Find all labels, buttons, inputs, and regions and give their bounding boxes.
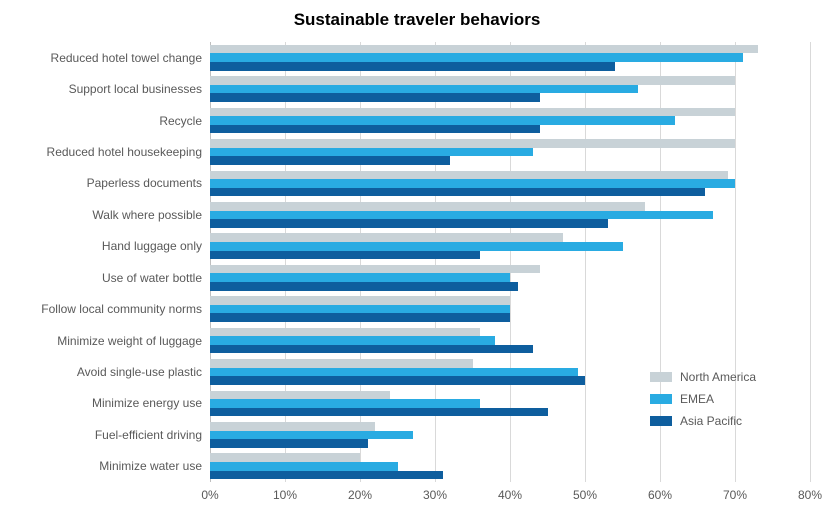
bar-na <box>210 108 735 117</box>
bar-ap <box>210 376 585 385</box>
category-label: Support local businesses <box>69 82 210 96</box>
x-tick-label: 30% <box>423 488 447 502</box>
bar-ap <box>210 156 450 165</box>
bar-emea <box>210 211 713 220</box>
bar-na <box>210 453 360 462</box>
bar-emea <box>210 242 623 251</box>
bar-na <box>210 45 758 54</box>
bar-emea <box>210 399 480 408</box>
bar-na <box>210 233 563 242</box>
category-label: Minimize energy use <box>92 396 210 410</box>
bar-na <box>210 171 728 180</box>
bar-na <box>210 391 390 400</box>
legend-item-na: North America <box>650 370 820 384</box>
legend-swatch <box>650 416 672 426</box>
bar-emea <box>210 85 638 94</box>
category-label: Reduced hotel towel change <box>51 51 210 65</box>
bar-ap <box>210 345 533 354</box>
category-label: Recycle <box>159 114 210 128</box>
category-group: Walk where possible <box>210 202 810 228</box>
bar-emea <box>210 273 510 282</box>
bar-emea <box>210 116 675 125</box>
bar-ap <box>210 188 705 197</box>
category-group: Recycle <box>210 108 810 134</box>
bar-na <box>210 76 735 85</box>
category-label: Follow local community norms <box>41 302 210 316</box>
category-label: Use of water bottle <box>102 271 210 285</box>
bar-emea <box>210 336 495 345</box>
bar-ap <box>210 471 443 480</box>
legend-item-ap: Asia Pacific <box>650 414 820 428</box>
category-label: Hand luggage only <box>102 239 210 253</box>
x-tick-label: 0% <box>201 488 218 502</box>
legend-label: Asia Pacific <box>680 414 742 428</box>
legend-label: EMEA <box>680 392 714 406</box>
bar-ap <box>210 313 510 322</box>
x-tick-label: 50% <box>573 488 597 502</box>
bar-emea <box>210 462 398 471</box>
bar-emea <box>210 431 413 440</box>
category-group: Minimize weight of luggage <box>210 328 810 354</box>
bar-ap <box>210 439 368 448</box>
bar-na <box>210 422 375 431</box>
bar-ap <box>210 282 518 291</box>
category-group: Reduced hotel housekeeping <box>210 139 810 165</box>
category-group: Reduced hotel towel change <box>210 45 810 71</box>
bar-emea <box>210 179 735 188</box>
category-group: Use of water bottle <box>210 265 810 291</box>
chart-container: Sustainable traveler behaviors 0% 10% 20% 3… <box>0 0 834 520</box>
bar-na <box>210 202 645 211</box>
bar-emea <box>210 368 578 377</box>
chart-title: Sustainable traveler behaviors <box>0 10 834 30</box>
bar-na <box>210 296 510 305</box>
bar-emea <box>210 53 743 62</box>
bar-ap <box>210 62 615 71</box>
bar-na <box>210 328 480 337</box>
legend-swatch <box>650 394 672 404</box>
category-group: Hand luggage only <box>210 233 810 259</box>
x-tick-label: 20% <box>348 488 372 502</box>
category-group: Paperless documents <box>210 171 810 197</box>
bar-na <box>210 359 473 368</box>
category-label: Minimize weight of luggage <box>57 334 210 348</box>
bar-ap <box>210 219 608 228</box>
category-group: Support local businesses <box>210 76 810 102</box>
x-tick-label: 70% <box>723 488 747 502</box>
x-tick-label: 80% <box>798 488 822 502</box>
category-label: Fuel-efficient driving <box>95 428 210 442</box>
bar-na <box>210 139 735 148</box>
x-tick-label: 40% <box>498 488 522 502</box>
category-label: Walk where possible <box>92 208 210 222</box>
x-tick-label: 10% <box>273 488 297 502</box>
category-label: Reduced hotel housekeeping <box>47 145 210 159</box>
bar-ap <box>210 125 540 134</box>
category-label: Paperless documents <box>87 176 210 190</box>
x-tick-label: 60% <box>648 488 672 502</box>
category-label: Minimize water use <box>99 459 210 473</box>
legend-label: North America <box>680 370 756 384</box>
legend-item-emea: EMEA <box>650 392 820 406</box>
category-label: Avoid single-use plastic <box>77 365 210 379</box>
bar-ap <box>210 408 548 417</box>
category-group: Follow local community norms <box>210 296 810 322</box>
legend-swatch <box>650 372 672 382</box>
bar-ap <box>210 251 480 260</box>
bar-ap <box>210 93 540 102</box>
bar-emea <box>210 305 510 314</box>
bar-emea <box>210 148 533 157</box>
category-group: Minimize water use <box>210 453 810 479</box>
legend: North America EMEA Asia Pacific <box>650 370 820 436</box>
bar-na <box>210 265 540 274</box>
